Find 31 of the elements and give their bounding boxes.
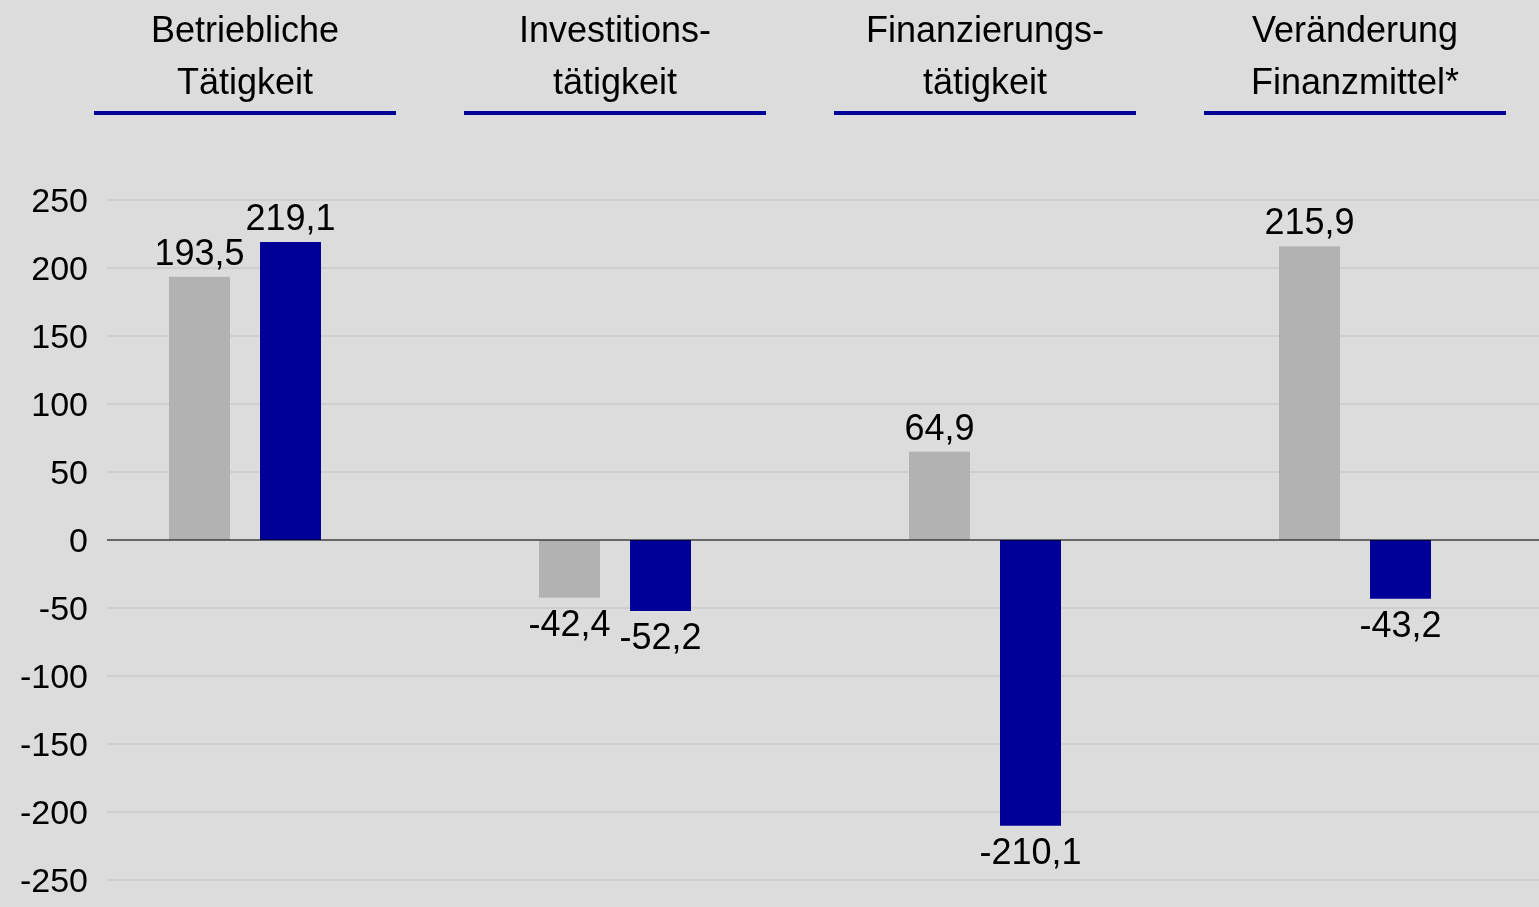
y-tick-label: -150 <box>19 724 88 763</box>
bar <box>260 242 321 540</box>
bar <box>169 276 230 540</box>
x-tick-label: Veränderung Finanzmittel* <box>1250 9 1460 102</box>
y-tick-label: 150 <box>31 316 88 355</box>
y-tick-label: 50 <box>50 452 88 491</box>
x-tick-label: Betriebliche Tätigkeit <box>150 9 340 102</box>
bar <box>539 540 600 598</box>
data-label: 193,5 <box>154 231 245 273</box>
x-tick-label: Finanzierungs- tätigkeit <box>865 9 1105 102</box>
data-label: 219,1 <box>245 197 336 239</box>
y-tick-label: -100 <box>19 656 88 695</box>
y-tick-label: -200 <box>19 792 88 831</box>
bar <box>1279 246 1340 540</box>
data-label: 64,9 <box>904 406 975 448</box>
bar <box>909 451 970 540</box>
y-tick-label: 200 <box>31 248 88 287</box>
y-tick-label: -250 <box>19 860 88 899</box>
y-tick-label: 100 <box>31 384 88 423</box>
data-label: 215,9 <box>1264 201 1355 243</box>
data-label: -210,1 <box>979 830 1082 872</box>
y-tick-label: -50 <box>38 588 88 627</box>
y-tick-label: 250 <box>31 180 88 219</box>
bar <box>1370 540 1431 599</box>
data-label: -43,2 <box>1359 603 1442 645</box>
bar <box>1000 540 1061 826</box>
bar <box>630 540 691 611</box>
y-tick-label: 0 <box>69 520 88 559</box>
x-tick-label: Investitions- tätigkeit <box>518 9 712 102</box>
data-label: -52,2 <box>619 615 702 657</box>
data-label: -42,4 <box>528 602 611 644</box>
